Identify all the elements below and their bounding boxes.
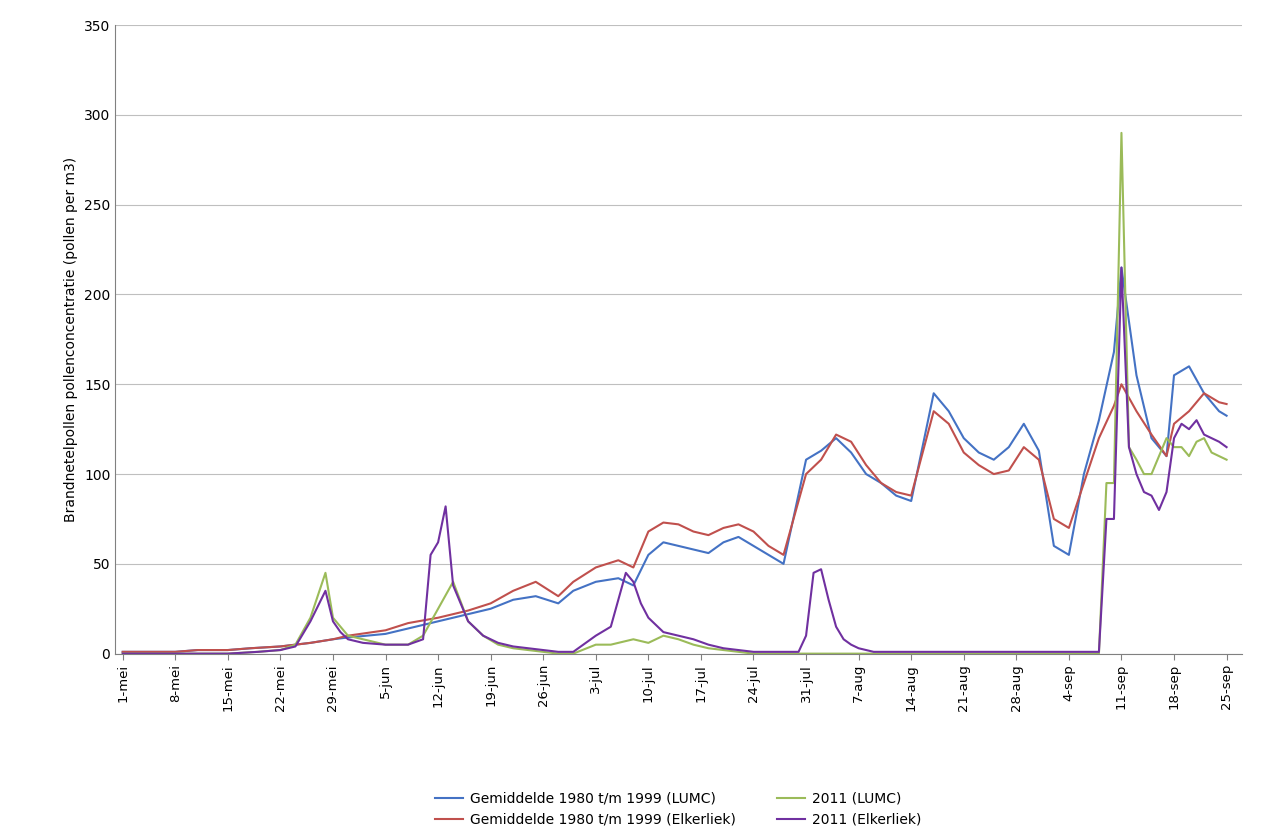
2011 (LUMC)	[641, 638, 657, 648]
Gemiddelde 1980 t/m 1999 (Elkerliek)	[325, 634, 340, 644]
2011 (Elkerliek)	[791, 647, 806, 657]
Legend: Gemiddelde 1980 t/m 1999 (LUMC), Gemiddelde 1980 t/m 1999 (Elkerliek), 2011 (LUM: Gemiddelde 1980 t/m 1999 (LUMC), Gemidde…	[430, 786, 927, 832]
Gemiddelde 1980 t/m 1999 (Elkerliek)	[1114, 380, 1129, 390]
2011 (Elkerliek)	[191, 649, 206, 659]
Gemiddelde 1980 t/m 1999 (Elkerliek)	[791, 496, 806, 506]
2011 (LUMC)	[325, 613, 340, 623]
Line: Gemiddelde 1980 t/m 1999 (Elkerliek): Gemiddelde 1980 t/m 1999 (Elkerliek)	[123, 385, 1226, 652]
2011 (Elkerliek)	[115, 649, 131, 659]
2011 (Elkerliek)	[1219, 442, 1234, 453]
2011 (LUMC)	[663, 633, 678, 643]
2011 (LUMC)	[115, 649, 131, 659]
Gemiddelde 1980 t/m 1999 (LUMC)	[641, 550, 657, 560]
2011 (Elkerliek)	[1114, 262, 1129, 272]
Gemiddelde 1980 t/m 1999 (LUMC)	[791, 489, 806, 499]
Line: Gemiddelde 1980 t/m 1999 (LUMC): Gemiddelde 1980 t/m 1999 (LUMC)	[123, 267, 1226, 652]
Line: 2011 (Elkerliek): 2011 (Elkerliek)	[123, 267, 1226, 654]
Line: 2011 (LUMC): 2011 (LUMC)	[123, 133, 1226, 654]
2011 (LUMC)	[791, 649, 806, 659]
Gemiddelde 1980 t/m 1999 (Elkerliek)	[191, 645, 206, 655]
2011 (LUMC)	[896, 649, 911, 659]
Gemiddelde 1980 t/m 1999 (Elkerliek)	[663, 519, 678, 529]
Gemiddelde 1980 t/m 1999 (LUMC)	[896, 494, 911, 504]
2011 (LUMC)	[191, 649, 206, 659]
Gemiddelde 1980 t/m 1999 (LUMC)	[191, 645, 206, 655]
Gemiddelde 1980 t/m 1999 (LUMC)	[1114, 262, 1129, 272]
Gemiddelde 1980 t/m 1999 (LUMC)	[663, 539, 678, 549]
Gemiddelde 1980 t/m 1999 (LUMC)	[115, 647, 131, 657]
Gemiddelde 1980 t/m 1999 (LUMC)	[325, 634, 340, 644]
Gemiddelde 1980 t/m 1999 (Elkerliek)	[115, 647, 131, 657]
Gemiddelde 1980 t/m 1999 (Elkerliek)	[896, 489, 911, 499]
Gemiddelde 1980 t/m 1999 (Elkerliek)	[641, 526, 657, 536]
2011 (LUMC)	[1219, 455, 1234, 465]
2011 (LUMC)	[1114, 128, 1129, 138]
Y-axis label: Brandnetelpollen pollenconcentratie (pollen per m3): Brandnetelpollen pollenconcentratie (pol…	[64, 157, 78, 522]
2011 (Elkerliek)	[896, 647, 911, 657]
Gemiddelde 1980 t/m 1999 (Elkerliek)	[1219, 399, 1234, 409]
Gemiddelde 1980 t/m 1999 (LUMC)	[1219, 411, 1234, 421]
2011 (Elkerliek)	[663, 628, 678, 639]
2011 (Elkerliek)	[641, 613, 657, 623]
2011 (Elkerliek)	[325, 616, 340, 626]
